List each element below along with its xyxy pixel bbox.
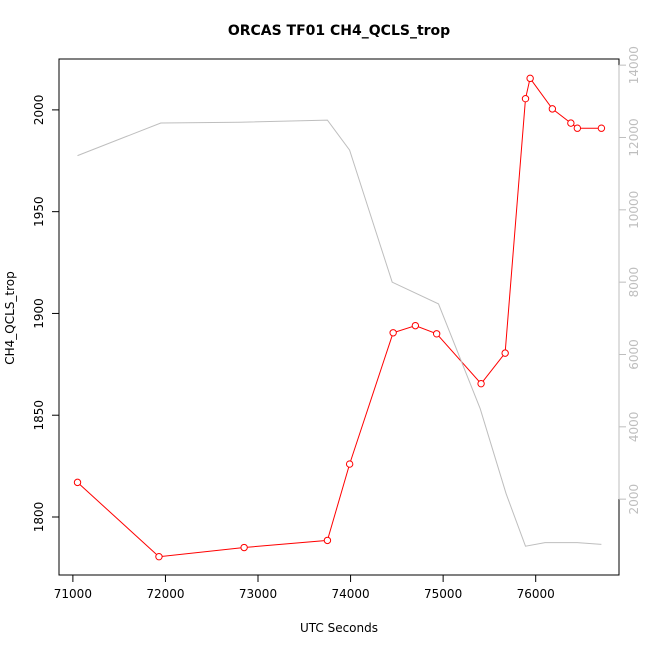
y-tick-label: 1900: [32, 298, 46, 329]
ch4-data-point: [240, 543, 248, 552]
ch4-data-point: [155, 552, 163, 561]
ch4-data-point: [548, 105, 557, 113]
y2-tick-label: 14000: [627, 46, 641, 84]
y-axis-right: 2000 4000 6000 8000 10000 12000 14000: [618, 46, 641, 515]
y-tick-label: 1850: [32, 400, 46, 431]
y-tick-label: 1800: [32, 502, 46, 533]
y2-tick-label: 6000: [627, 339, 641, 370]
chart-title: ORCAS TF01 CH4_QCLS_trop: [228, 23, 450, 39]
x-tick-label: 76000: [517, 587, 555, 601]
ch4-data-point: [432, 330, 441, 338]
ch4-data-point: [501, 349, 509, 357]
x-tick-label: 75000: [424, 587, 462, 601]
x-tick-label: 73000: [239, 587, 277, 601]
series-layer: [73, 74, 606, 561]
x-tick-label: 71000: [54, 587, 92, 601]
y-axis-left: 1800 1850 1900 1950 2000: [32, 95, 60, 533]
ch4-data-point: [411, 321, 420, 330]
ch4-data-point: [389, 329, 397, 337]
y2-tick-label: 4000: [627, 412, 641, 443]
y-axis-label: CH4_QCLS_trop: [3, 271, 17, 365]
ch4-data-point: [521, 94, 530, 103]
x-axis-label: UTC Seconds: [300, 621, 378, 635]
y2-tick-label: 8000: [627, 267, 641, 298]
ch4-data-point: [573, 124, 582, 132]
y-tick-label: 2000: [32, 95, 46, 126]
ch4-data-point: [345, 460, 354, 468]
y2-tick-label: 2000: [627, 484, 641, 515]
y2-tick-label: 10000: [627, 191, 641, 229]
x-tick-label: 74000: [331, 587, 369, 601]
ch4-series-line: [77, 77, 602, 558]
altitude-series-line: [77, 119, 602, 547]
ch4-data-point: [567, 119, 575, 127]
ch4-data-point: [526, 74, 534, 83]
y2-tick-label: 12000: [627, 118, 641, 156]
x-tick-label: 72000: [146, 587, 184, 601]
ch4-data-point: [477, 379, 485, 388]
y-tick-label: 1950: [32, 196, 46, 227]
ch4-data-point: [73, 478, 82, 487]
x-axis: 71000 72000 73000 74000 75000 76000: [54, 574, 555, 601]
ch4-data-point: [597, 124, 606, 132]
ch4-data-point: [323, 536, 332, 545]
